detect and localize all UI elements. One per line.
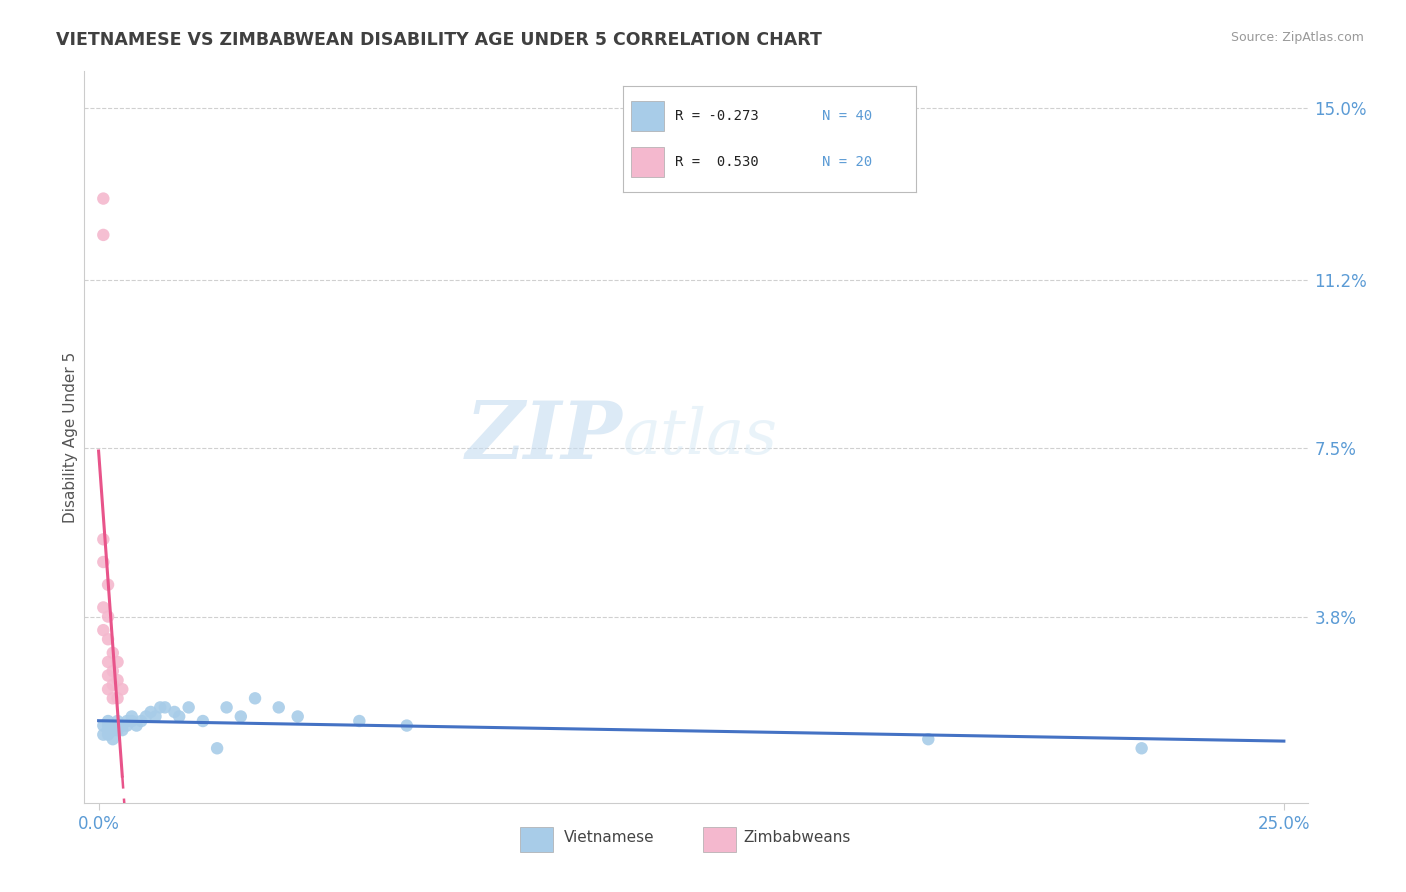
Point (111, 718, 134, 732)
Point (107, 691, 129, 706)
Point (97, 723, 120, 738)
Point (101, 732, 124, 747)
Point (215, 700, 238, 714)
Point (177, 700, 200, 714)
Point (91, 533, 114, 547)
Point (121, 709, 143, 723)
Point (97, 578, 120, 592)
Point (97, 655, 120, 669)
Point (163, 705, 186, 719)
Point (91, 623, 114, 637)
Point (229, 709, 252, 723)
Point (145, 709, 167, 723)
Point (139, 705, 162, 719)
Point (149, 700, 172, 714)
Point (91, 728, 114, 742)
Point (917, 732, 939, 747)
Point (91, 192, 114, 206)
Point (167, 709, 190, 723)
Point (91, 600, 114, 615)
Point (107, 723, 129, 738)
Point (107, 673, 129, 687)
Point (97, 609, 120, 624)
Point (97, 714, 120, 728)
Point (101, 718, 124, 732)
Point (191, 714, 214, 728)
Point (135, 709, 157, 723)
Text: Source: ZipAtlas.com: Source: ZipAtlas.com (1230, 31, 1364, 45)
Text: atlas: atlas (623, 406, 778, 468)
Point (107, 718, 129, 732)
Point (267, 700, 290, 714)
Point (107, 714, 129, 728)
Point (243, 691, 266, 706)
Point (111, 682, 134, 697)
Point (101, 723, 124, 738)
Point (153, 700, 176, 714)
Point (97, 718, 120, 732)
Point (205, 741, 228, 756)
Point (115, 714, 138, 728)
Text: VIETNAMESE VS ZIMBABWEAN DISABILITY AGE UNDER 5 CORRELATION CHART: VIETNAMESE VS ZIMBABWEAN DISABILITY AGE … (56, 31, 823, 49)
Point (107, 655, 129, 669)
Point (97, 682, 120, 697)
Point (97, 632, 120, 647)
Point (395, 718, 418, 732)
Point (1130, 741, 1153, 756)
Point (97, 728, 120, 742)
Point (111, 723, 134, 738)
Point (91, 555, 114, 569)
Point (101, 678, 124, 692)
Y-axis label: Disability Age Under 5: Disability Age Under 5 (63, 351, 77, 523)
Point (129, 714, 152, 728)
Point (101, 723, 124, 738)
Point (287, 709, 309, 723)
Point (125, 718, 148, 732)
Point (91, 227, 114, 242)
Text: ZIP: ZIP (465, 399, 623, 475)
Point (115, 718, 138, 732)
Point (91, 718, 114, 732)
Point (121, 714, 143, 728)
Point (97, 668, 120, 682)
Point (101, 691, 124, 706)
Point (101, 646, 124, 660)
Point (349, 714, 371, 728)
Point (101, 664, 124, 678)
